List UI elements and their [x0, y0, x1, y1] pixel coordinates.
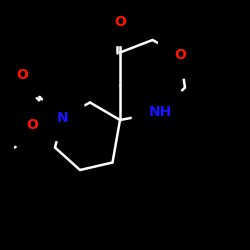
Text: O: O: [114, 16, 126, 30]
Text: O: O: [16, 68, 28, 82]
Text: O: O: [26, 118, 38, 132]
Text: O: O: [174, 48, 186, 62]
Text: NH: NH: [148, 106, 172, 120]
Text: N: N: [57, 110, 68, 124]
